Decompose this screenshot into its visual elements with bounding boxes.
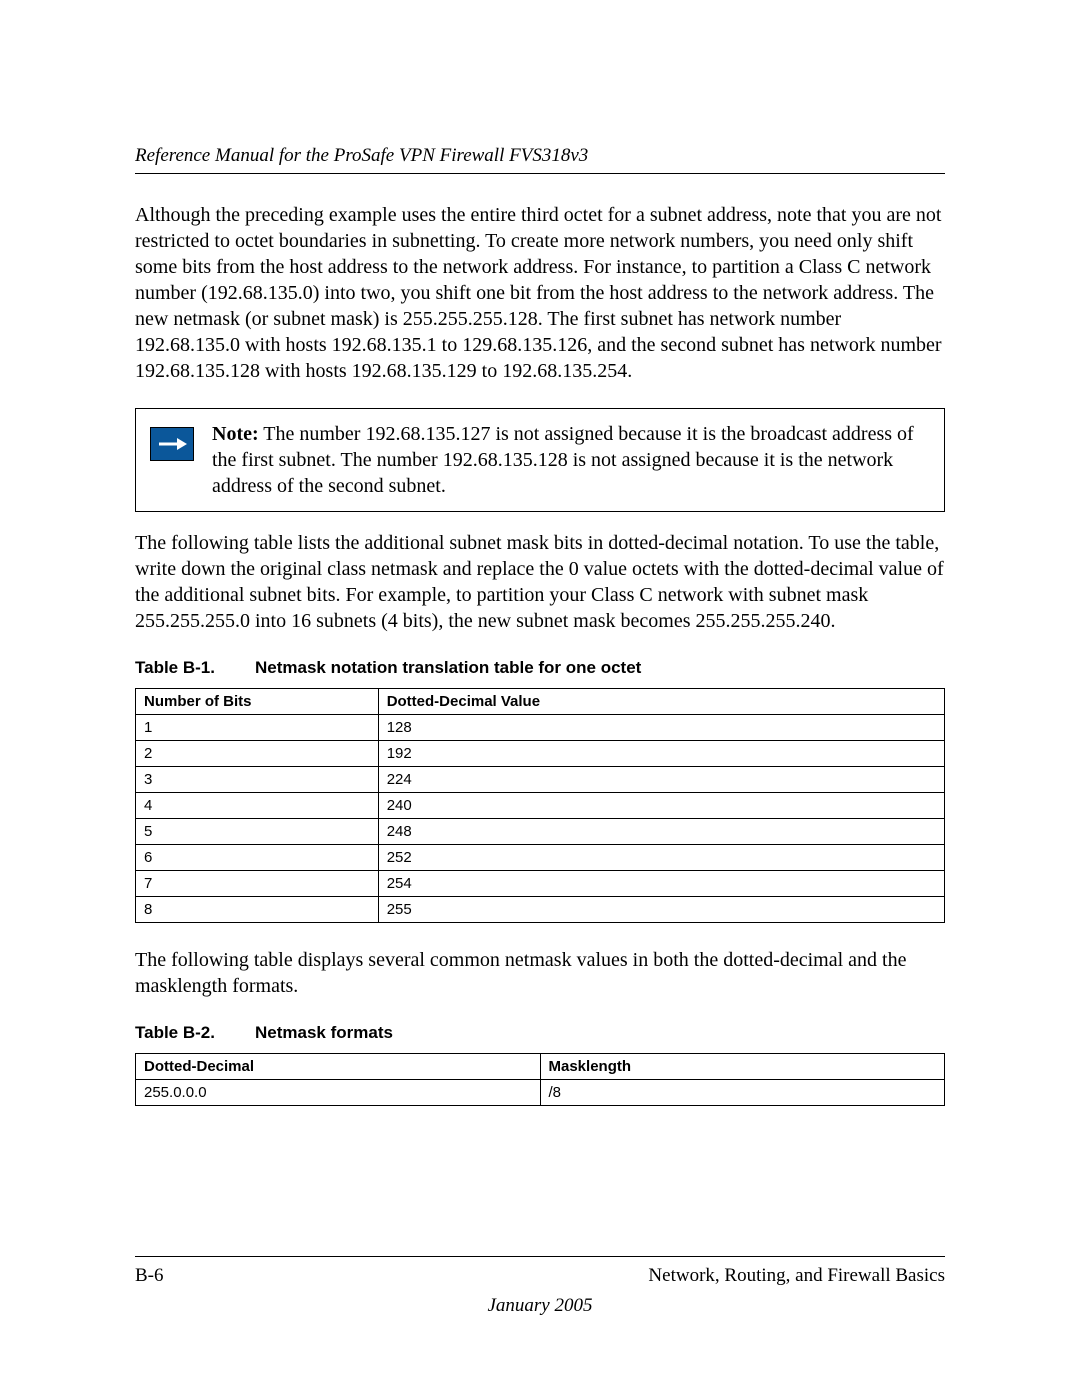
table-row: 2192 (136, 741, 945, 767)
cell: 1 (136, 715, 379, 741)
table-row: 255.0.0.0/8 (136, 1080, 945, 1106)
note-label: Note: (212, 423, 259, 445)
page-footer: B-6 Network, Routing, and Firewall Basic… (135, 1256, 945, 1317)
cell: 252 (378, 845, 944, 871)
note-box: Note: The number 192.68.135.127 is not a… (135, 408, 945, 512)
table2-label: Table B-2. (135, 1023, 255, 1043)
cell: 192 (378, 741, 944, 767)
table-row: 7254 (136, 871, 945, 897)
arrow-right-icon (150, 427, 194, 461)
cell: 224 (378, 767, 944, 793)
cell: 8 (136, 897, 379, 923)
section-title: Network, Routing, and Firewall Basics (648, 1265, 945, 1287)
running-header: Reference Manual for the ProSafe VPN Fir… (135, 145, 945, 167)
page-number: B-6 (135, 1265, 164, 1287)
table-netmask-notation: Number of Bits Dotted-Decimal Value 1128… (135, 688, 945, 923)
note-body: The number 192.68.135.127 is not assigne… (212, 423, 914, 497)
cell: 255.0.0.0 (136, 1080, 541, 1106)
cell: 248 (378, 819, 944, 845)
table1-col0: Number of Bits (136, 689, 379, 715)
footer-rule (135, 1256, 945, 1257)
cell: 4 (136, 793, 379, 819)
table2-title: Table B-2.Netmask formats (135, 1023, 945, 1043)
cell: 255 (378, 897, 944, 923)
table-row: 5248 (136, 819, 945, 845)
paragraph-3: The following table displays several com… (135, 947, 945, 999)
table1-label: Table B-1. (135, 658, 255, 678)
table-header-row: Number of Bits Dotted-Decimal Value (136, 689, 945, 715)
table-row: 1128 (136, 715, 945, 741)
cell: 2 (136, 741, 379, 767)
table-row: 8255 (136, 897, 945, 923)
cell: 6 (136, 845, 379, 871)
paragraph-2: The following table lists the additional… (135, 530, 945, 634)
header-rule (135, 173, 945, 174)
table-netmask-formats: Dotted-Decimal Masklength 255.0.0.0/8 (135, 1053, 945, 1106)
cell: 5 (136, 819, 379, 845)
table-header-row: Dotted-Decimal Masklength (136, 1054, 945, 1080)
cell: 7 (136, 871, 379, 897)
table1-col1: Dotted-Decimal Value (378, 689, 944, 715)
table2-col0: Dotted-Decimal (136, 1054, 541, 1080)
table1-title: Table B-1.Netmask notation translation t… (135, 658, 945, 678)
note-text: Note: The number 192.68.135.127 is not a… (212, 421, 930, 499)
table-row: 6252 (136, 845, 945, 871)
cell: 128 (378, 715, 944, 741)
table2-caption: Netmask formats (255, 1023, 393, 1042)
cell: 3 (136, 767, 379, 793)
cell: 240 (378, 793, 944, 819)
page: Reference Manual for the ProSafe VPN Fir… (0, 0, 1080, 1397)
table-row: 3224 (136, 767, 945, 793)
table-row: 4240 (136, 793, 945, 819)
paragraph-1: Although the preceding example uses the … (135, 202, 945, 384)
cell: 254 (378, 871, 944, 897)
table2-col1: Masklength (540, 1054, 945, 1080)
table1-caption: Netmask notation translation table for o… (255, 658, 641, 677)
cell: /8 (540, 1080, 945, 1106)
footer-date: January 2005 (135, 1295, 945, 1317)
